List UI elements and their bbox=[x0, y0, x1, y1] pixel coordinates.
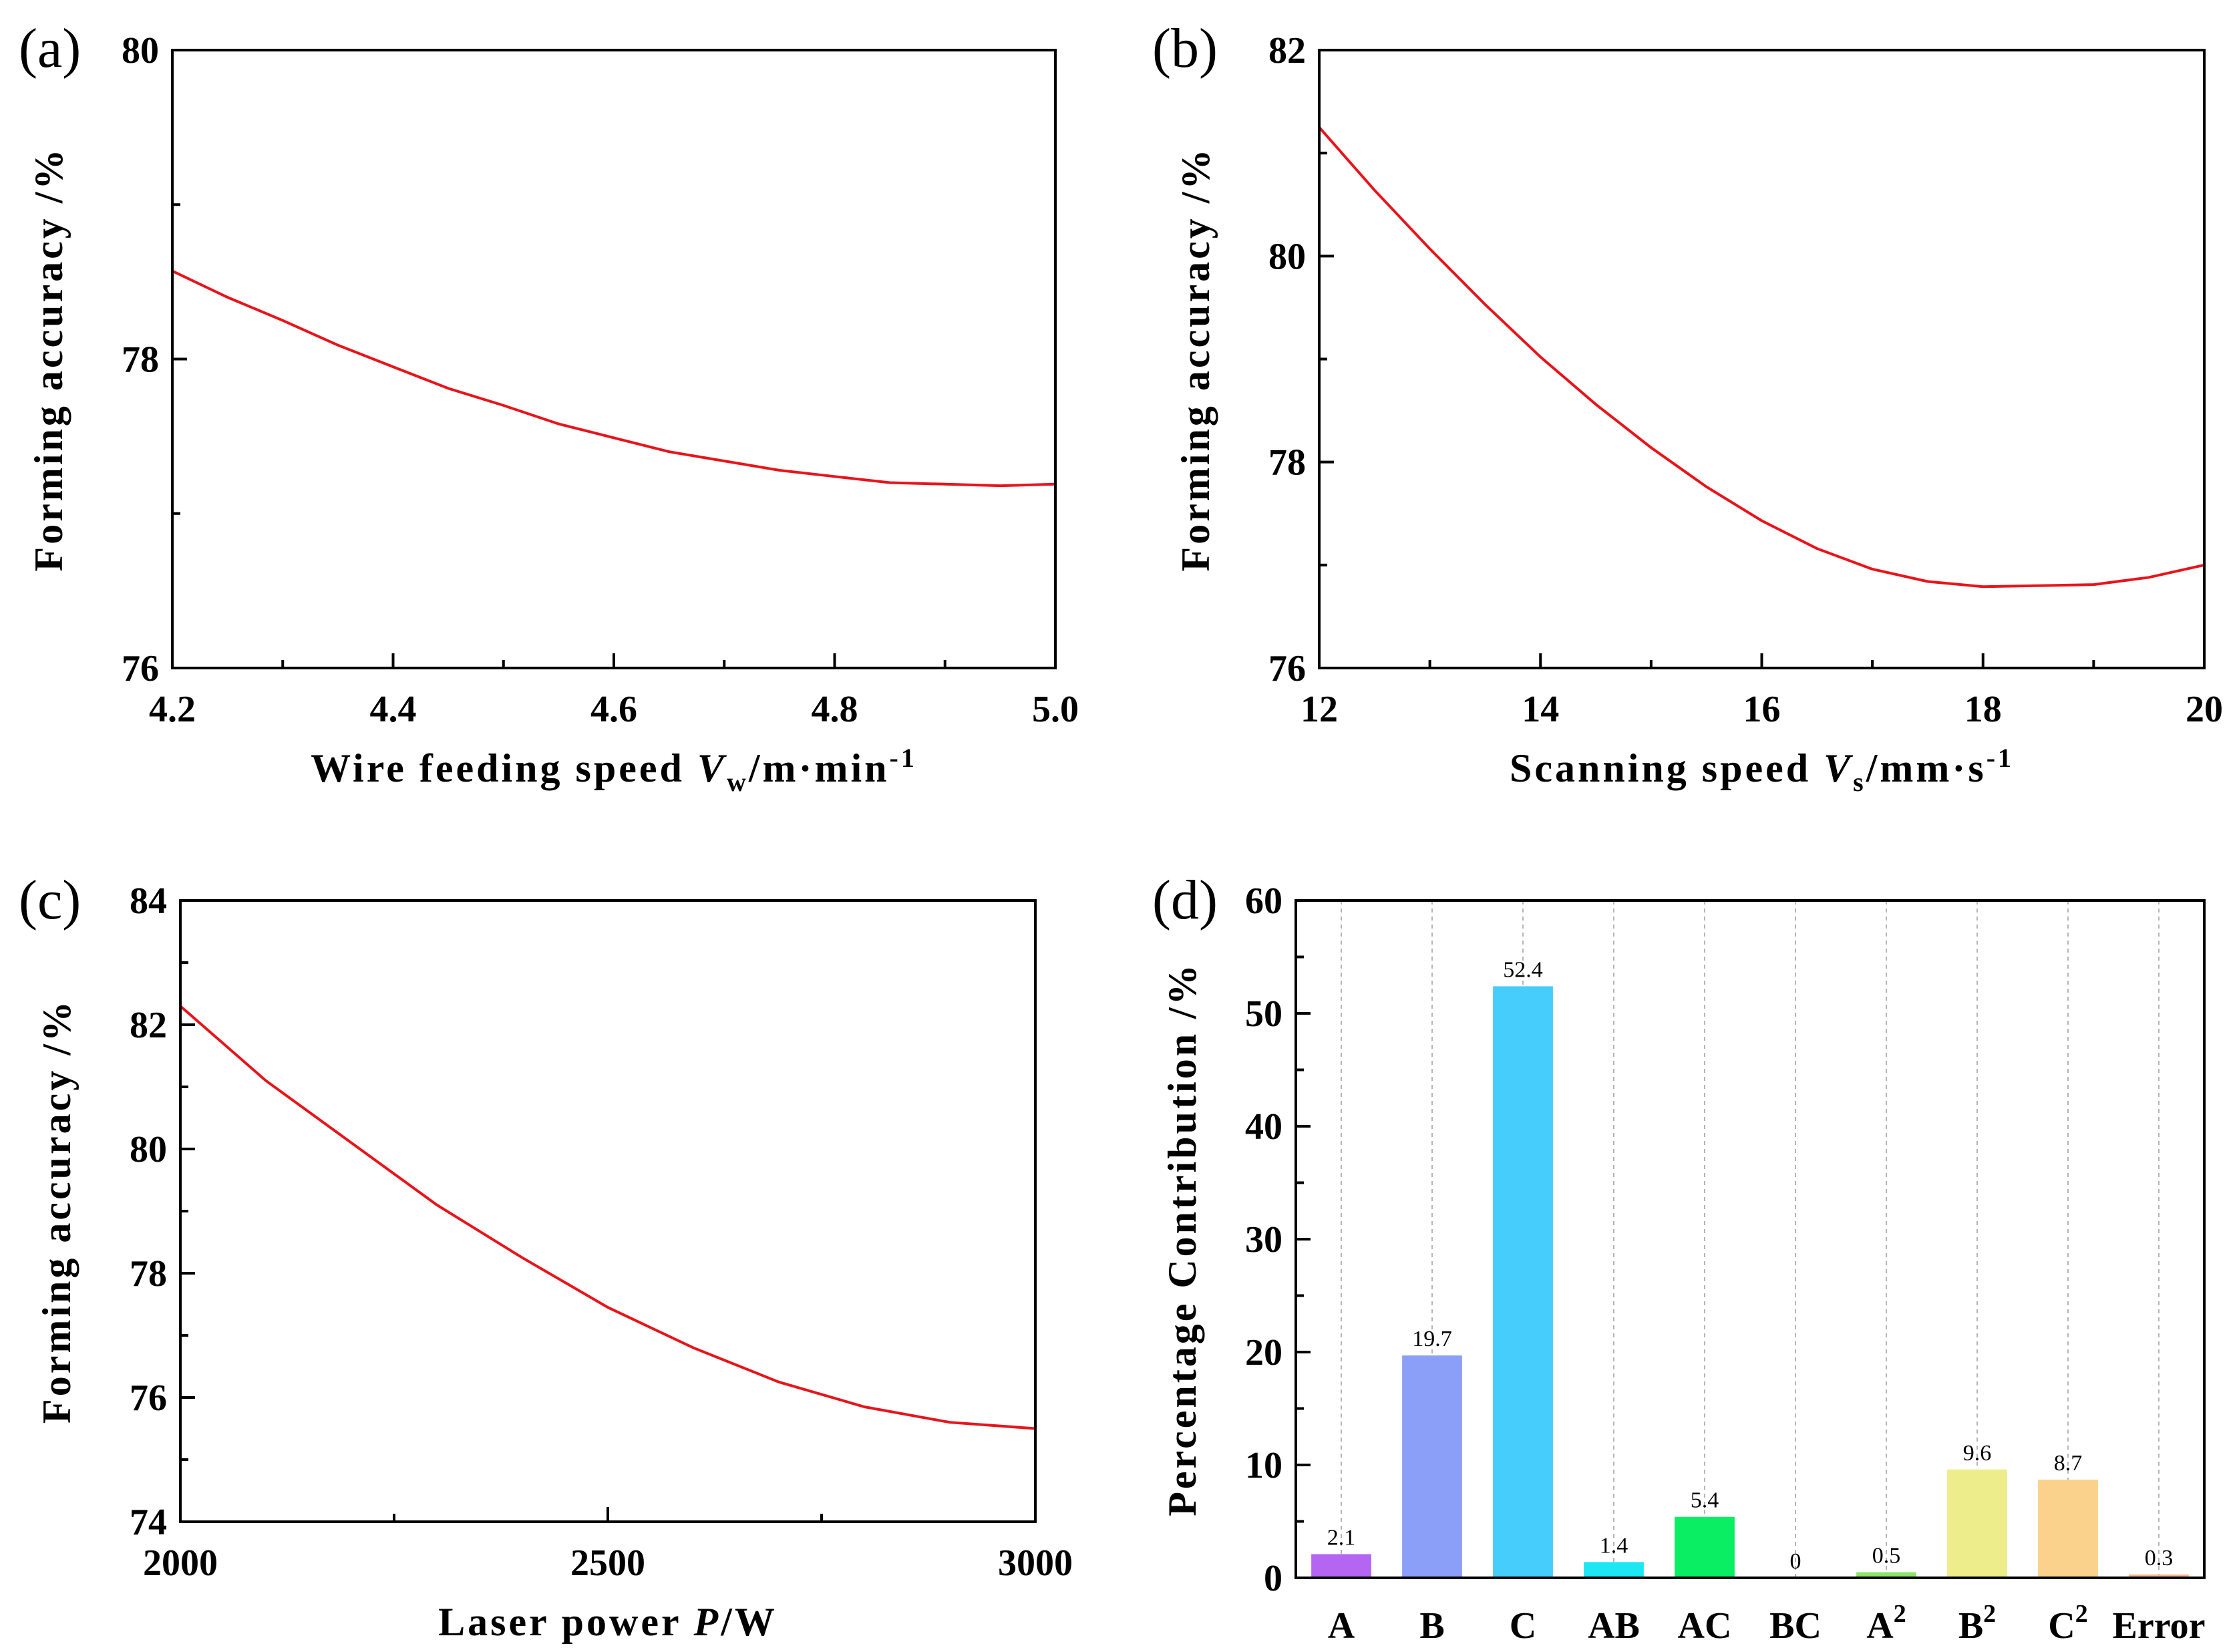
data-label: 1.4 bbox=[1600, 1533, 1628, 1558]
bar bbox=[1493, 986, 1553, 1578]
x-tick-label: 2500 bbox=[570, 1542, 645, 1584]
x-tick-label: Error bbox=[2113, 1605, 2206, 1647]
x-tick-label: C2 bbox=[2048, 1600, 2087, 1647]
y-tick-label: 82 bbox=[1268, 30, 1306, 71]
bar bbox=[1402, 1355, 1462, 1578]
data-label: 0.3 bbox=[2145, 1546, 2174, 1571]
x-tick-label: 5.0 bbox=[1032, 689, 1079, 730]
data-label: 0 bbox=[1790, 1549, 1801, 1574]
x-tick-label: 12 bbox=[1301, 689, 1338, 730]
y-tick-label: 84 bbox=[130, 880, 167, 922]
data-label: 8.7 bbox=[2054, 1451, 2083, 1476]
y-tick-label: 60 bbox=[1245, 880, 1282, 922]
x-tick-label: A2 bbox=[1866, 1600, 1906, 1647]
x-axis-title: Scanning speed Vs/mm·s-1 bbox=[1510, 743, 2014, 797]
chart-panel-d: (d) 2.1 A 19.7 B 52.4 C 1.4 AB 5.4 AC 0 BC 0.5 A2 9.6 B2… bbox=[1152, 869, 2206, 1647]
y-tick-label: 80 bbox=[130, 1129, 167, 1170]
panel-label: (b) bbox=[1152, 17, 1218, 79]
plot-frame bbox=[171, 49, 1057, 669]
y-tick-label: 76 bbox=[122, 648, 159, 689]
data-label: 19.7 bbox=[1412, 1327, 1452, 1351]
y-tick-label: 80 bbox=[122, 30, 159, 71]
bar bbox=[1311, 1554, 1371, 1578]
x-tick-label: 4.4 bbox=[370, 689, 417, 730]
x-tick-label: BC bbox=[1769, 1605, 1822, 1647]
y-tick-label: 40 bbox=[1245, 1106, 1282, 1148]
y-tick-label: 78 bbox=[130, 1253, 167, 1295]
y-axis-title: Percentage Contribution /% bbox=[1160, 962, 1204, 1516]
x-tick-label: 4.6 bbox=[590, 689, 637, 730]
bar bbox=[1675, 1516, 1735, 1578]
x-axis-title: Laser power P/W bbox=[438, 1600, 778, 1644]
y-axis-title: Forming accuracy /% bbox=[1174, 147, 1218, 572]
chart-panel-a: (a) 4.2 4.4 4.6 4.8 5.0 76 78 80 Wire feeding spe… bbox=[19, 17, 1079, 797]
y-tick-label: 82 bbox=[130, 1005, 167, 1046]
plot-frame bbox=[1318, 49, 2206, 669]
x-tick-label: AB bbox=[1588, 1605, 1640, 1647]
x-tick-label: A bbox=[1328, 1605, 1355, 1647]
y-tick-label: 76 bbox=[130, 1377, 167, 1419]
x-tick-label: 4.2 bbox=[149, 689, 196, 730]
y-tick-label: 30 bbox=[1245, 1219, 1282, 1261]
data-label: 2.1 bbox=[1327, 1526, 1356, 1550]
x-tick-label: 16 bbox=[1743, 689, 1781, 730]
data-label: 0.5 bbox=[1872, 1544, 1901, 1568]
x-tick-label: 4.8 bbox=[812, 689, 858, 730]
panel-label: (a) bbox=[19, 17, 81, 79]
x-tick-label: B2 bbox=[1958, 1600, 1996, 1647]
x-tick-label: 18 bbox=[1964, 689, 2002, 730]
y-tick-label: 76 bbox=[1268, 648, 1306, 689]
data-label: 52.4 bbox=[1503, 957, 1543, 982]
y-tick-label: 74 bbox=[130, 1502, 167, 1543]
bar bbox=[1947, 1469, 2007, 1578]
x-tick-label: 14 bbox=[1522, 689, 1559, 730]
y-axis-title: Forming accuracy /% bbox=[27, 147, 71, 572]
y-tick-label: 50 bbox=[1245, 993, 1282, 1035]
chart-panel-b: (b) 12 14 16 18 20 76 78 80 82 Scanning speed Vs/m… bbox=[1152, 17, 2223, 797]
x-axis-title: Wire feeding speed Vw/m·min-1 bbox=[311, 743, 917, 797]
bar bbox=[1856, 1572, 1916, 1578]
x-tick-label: AC bbox=[1678, 1605, 1732, 1647]
bar bbox=[2129, 1574, 2189, 1578]
panel-label: (d) bbox=[1152, 869, 1218, 931]
x-tick-label: B bbox=[1419, 1605, 1444, 1647]
y-tick-label: 10 bbox=[1245, 1445, 1282, 1486]
x-tick-label: C bbox=[1510, 1605, 1536, 1647]
bar bbox=[2038, 1479, 2098, 1578]
panel-label: (c) bbox=[19, 869, 81, 931]
bar bbox=[1584, 1562, 1644, 1578]
x-tick-label: 3000 bbox=[998, 1542, 1073, 1584]
series-line bbox=[1318, 126, 2205, 589]
y-tick-label: 0 bbox=[1264, 1558, 1282, 1599]
data-label: 9.6 bbox=[1963, 1441, 1992, 1466]
y-axis-title: Forming accuracy /% bbox=[35, 999, 79, 1424]
y-tick-label: 80 bbox=[1268, 236, 1306, 277]
x-tick-label: 20 bbox=[2186, 689, 2223, 730]
y-tick-label: 20 bbox=[1245, 1332, 1282, 1373]
y-tick-label: 78 bbox=[122, 339, 159, 381]
plot-frame bbox=[1295, 899, 2206, 1579]
data-label: 5.4 bbox=[1691, 1488, 1719, 1513]
x-tick-label: 2000 bbox=[143, 1542, 218, 1584]
chart-panel-c: (c) 2000 2500 3000 74 76 78 80 82 84 Laser power P… bbox=[19, 869, 1073, 1644]
series-line bbox=[179, 1005, 1036, 1430]
series-line bbox=[172, 269, 1056, 488]
y-tick-label: 78 bbox=[1268, 442, 1306, 484]
plot-frame bbox=[179, 899, 1037, 1523]
